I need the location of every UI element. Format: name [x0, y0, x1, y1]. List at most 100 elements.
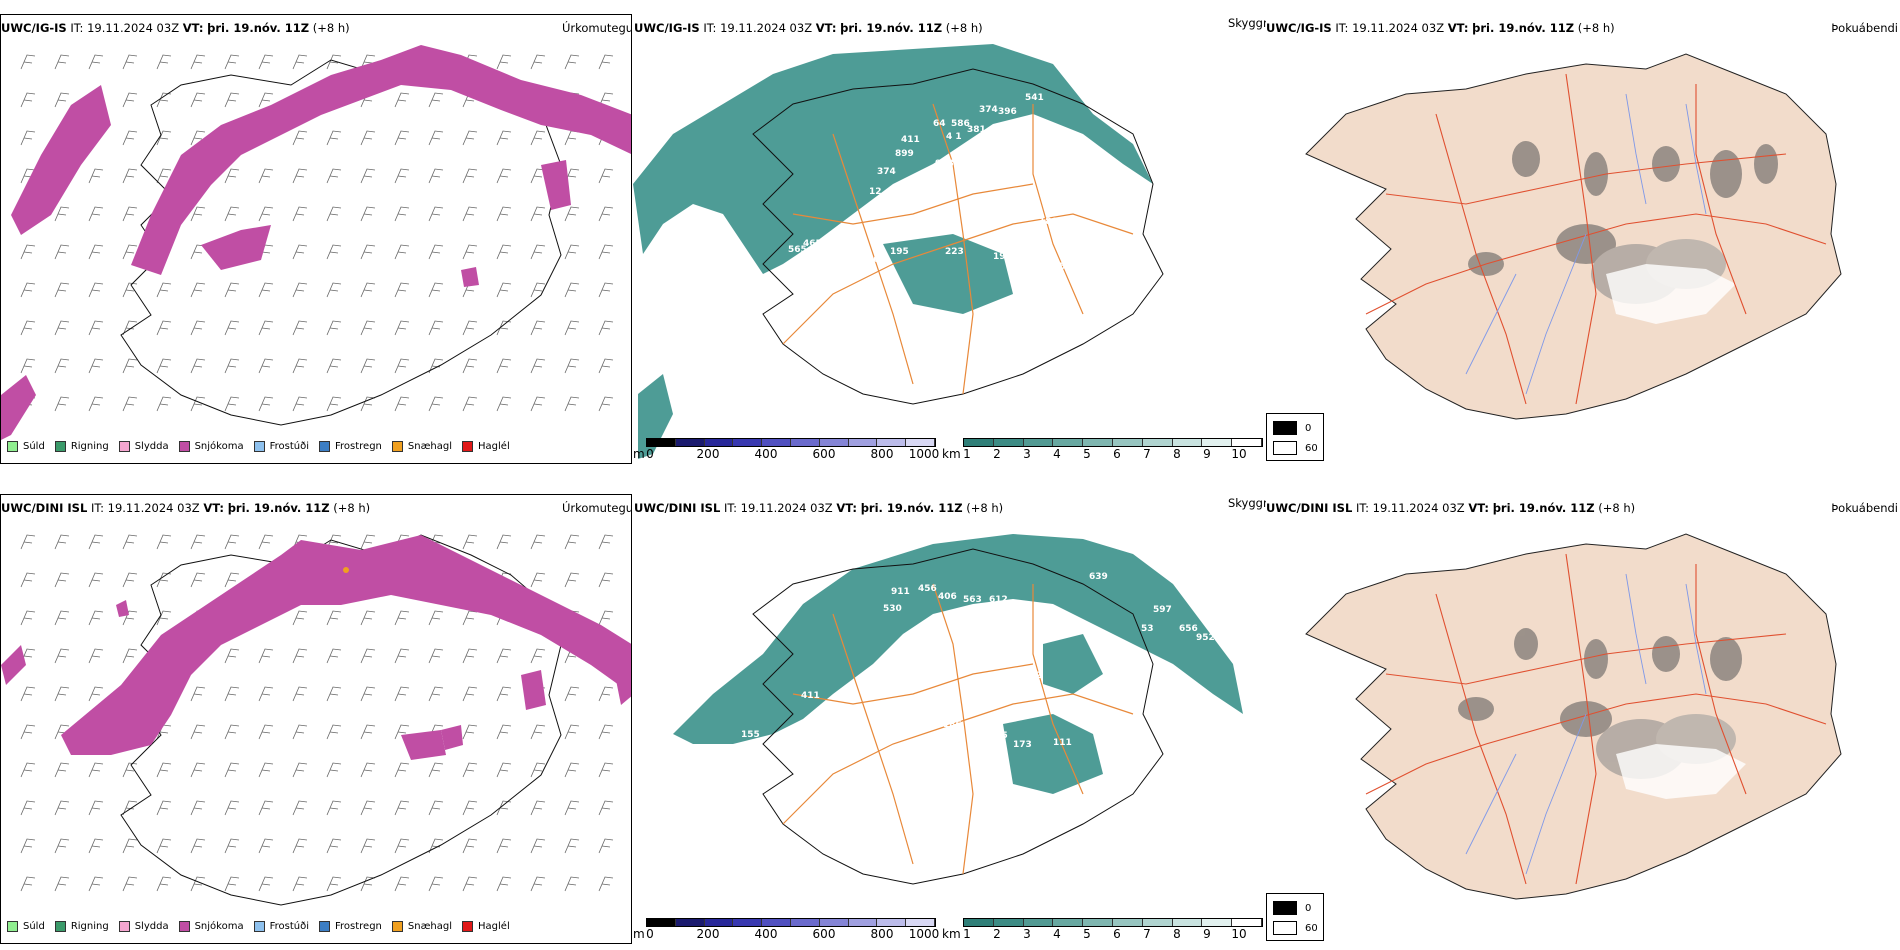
- wind-barb: [190, 876, 206, 892]
- wind-barb: [258, 876, 274, 892]
- wind-barb: [428, 92, 444, 108]
- wind-barb: [190, 92, 206, 108]
- wind-barb: [530, 244, 546, 260]
- wind-barb: [292, 130, 308, 146]
- legend-label: Rigning: [70, 441, 109, 452]
- it-value: 19.11.2024 03Z: [1352, 21, 1445, 35]
- wind-barb: [88, 534, 104, 550]
- map-label: 201: [1019, 263, 1038, 273]
- map-label: 195: [890, 247, 909, 257]
- wind-barb: [190, 358, 206, 374]
- wind-barb: [360, 358, 376, 374]
- teal-fog-area: [633, 44, 1153, 274]
- wind-barb: [530, 534, 546, 550]
- snow-patch-2: [441, 725, 463, 750]
- wind-barb: [394, 206, 410, 222]
- wind-barb: [122, 206, 138, 222]
- wind-barb: [156, 762, 172, 778]
- tick-label: 9: [1203, 927, 1211, 941]
- wind-barb: [462, 686, 478, 702]
- tick-label: 5: [1083, 447, 1091, 461]
- wind-barb: [122, 800, 138, 816]
- map-label: 563: [963, 595, 982, 605]
- map-label: 465: [803, 239, 822, 249]
- map-label: 16: [987, 177, 1000, 187]
- wind-barb: [258, 320, 274, 336]
- wind-barb: [326, 244, 342, 260]
- it-value: 19.11.2024 03Z: [107, 501, 200, 515]
- fog-map-bottom: [1305, 533, 1842, 900]
- legend-label: Súld: [23, 921, 45, 932]
- map-label: 180: [1039, 217, 1058, 227]
- it-value: 19.11.2024 03Z: [1372, 501, 1465, 515]
- legend-label: Rigning: [70, 921, 109, 932]
- wind-barb: [360, 838, 376, 854]
- wind-barb: [54, 648, 70, 664]
- wind-barb: [360, 724, 376, 740]
- legend-label: Súld: [23, 441, 45, 452]
- wind-barb: [54, 282, 70, 298]
- wind-barb: [564, 282, 580, 298]
- wind-barb: [54, 686, 70, 702]
- wind-barb: [292, 168, 308, 184]
- vt-value: þri. 19.nóv. 11Z: [1492, 501, 1595, 515]
- wind-barb: [258, 282, 274, 298]
- tick-label: 2: [993, 447, 1001, 461]
- wind-barb: [394, 610, 410, 626]
- wind-barb: [224, 282, 240, 298]
- panel-title: UWC/IG-IS IT: 19.11.2024 03Z VT: þri. 19…: [1266, 21, 1615, 35]
- wind-barb: [122, 762, 138, 778]
- map-label: 12: [869, 187, 882, 197]
- cloudbase-ticks: 0 200 400 600 800 1000: [634, 927, 939, 941]
- visibility-panel-bottom: 911 456 406 563 612 530 255 639 597 53 6…: [633, 494, 1265, 944]
- wind-barb: [462, 396, 478, 412]
- wind-barb: [462, 838, 478, 854]
- wind-barb: [88, 648, 104, 664]
- wind-barb: [20, 54, 36, 70]
- wind-barb: [598, 282, 614, 298]
- wind-barb: [428, 320, 444, 336]
- wind-barb: [122, 54, 138, 70]
- map-label: 374: [979, 105, 998, 115]
- tick-label: 200: [696, 447, 720, 461]
- wind-barb: [54, 54, 70, 70]
- wind-barb: [258, 396, 274, 412]
- wind-barb: [462, 206, 478, 222]
- wind-barb: [292, 876, 308, 892]
- variable-name: Skyggni: [1228, 16, 1274, 30]
- wind-barb: [88, 244, 104, 260]
- road-network: [1365, 553, 1827, 885]
- wind-barb: [530, 396, 546, 412]
- panel-title: UWC/DINI ISL IT: 19.11.2024 03Z VT: þri.…: [1, 501, 370, 515]
- wind-barb: [326, 358, 342, 374]
- wind-barb: [122, 92, 138, 108]
- wind-barb: [564, 800, 580, 816]
- wind-barb: [258, 762, 274, 778]
- vt-label: VT:: [836, 501, 858, 515]
- wind-barb: [258, 206, 274, 222]
- wind-barb: [564, 206, 580, 222]
- tick-label: 400: [754, 927, 778, 941]
- wind-barb: [496, 724, 512, 740]
- map-label: 374: [877, 167, 896, 177]
- wind-barb: [156, 396, 172, 412]
- wind-barb: [292, 686, 308, 702]
- snow-patch-3: [521, 670, 546, 710]
- fog-map-top: [1305, 53, 1842, 420]
- wind-barb: [394, 724, 410, 740]
- wind-barb: [20, 724, 36, 740]
- wind-barb: [122, 534, 138, 550]
- wind-barb: [224, 358, 240, 374]
- map-label: 15: [1053, 262, 1066, 272]
- tick-label: 10: [1231, 447, 1247, 461]
- map-label: 396: [998, 107, 1017, 117]
- tick-label: 3: [1023, 447, 1031, 461]
- legend-swatch-black: [1273, 421, 1297, 435]
- legend-label: 0: [1305, 902, 1312, 914]
- tick-label: 10: [1231, 927, 1247, 941]
- wind-barb: [360, 282, 376, 298]
- wind-barb: [394, 168, 410, 184]
- wind-barb: [20, 800, 36, 816]
- map-label: 223: [945, 247, 964, 257]
- legend-swatch: [54, 921, 66, 932]
